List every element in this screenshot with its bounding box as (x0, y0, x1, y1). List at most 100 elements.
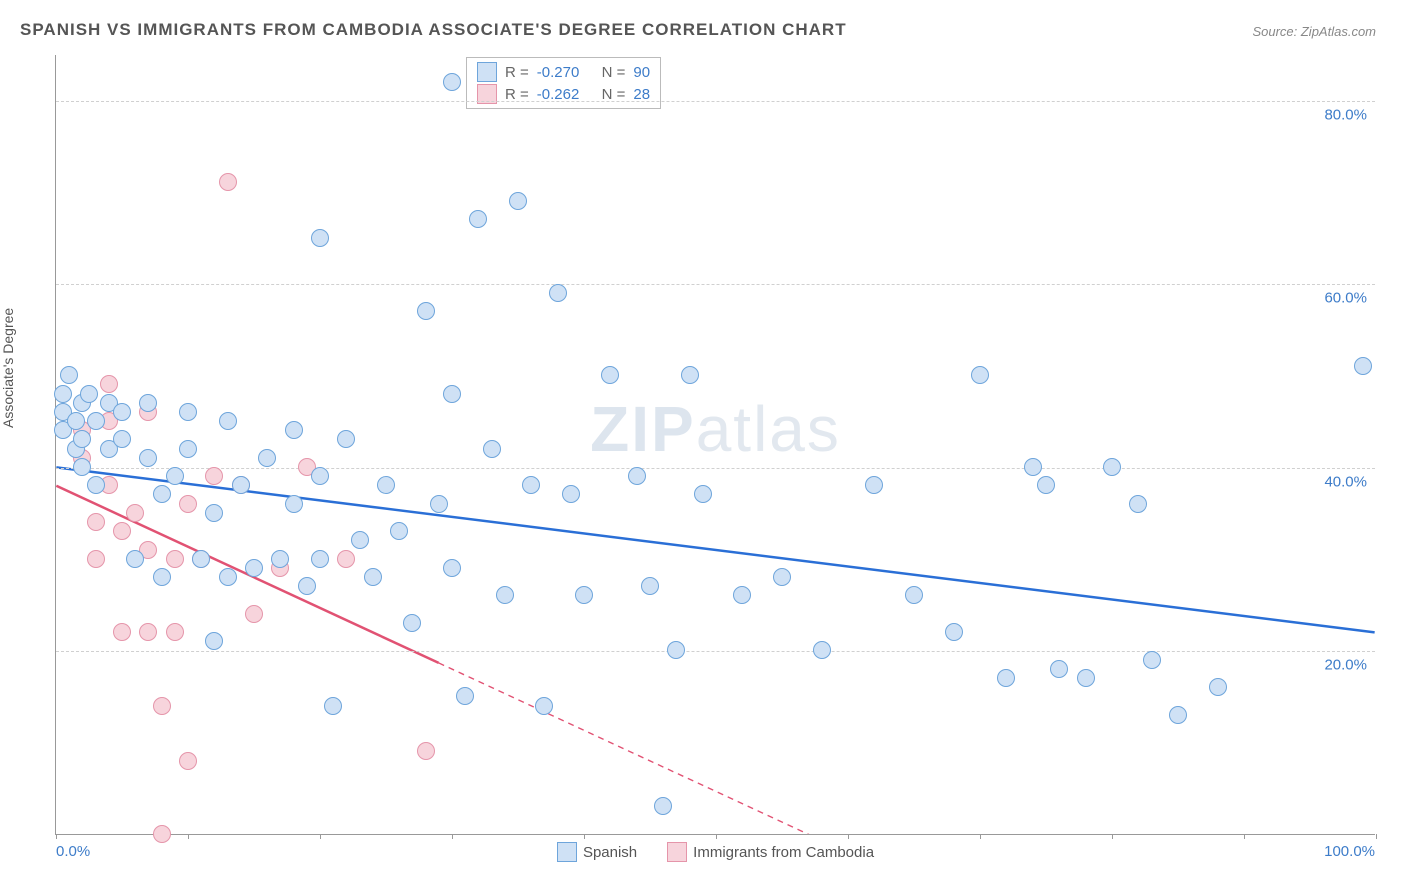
scatter-point (87, 550, 105, 568)
scatter-point (205, 467, 223, 485)
scatter-point (562, 485, 580, 503)
scatter-point (628, 467, 646, 485)
scatter-point (417, 302, 435, 320)
xtick (56, 834, 57, 839)
scatter-point (905, 586, 923, 604)
scatter-point (1077, 669, 1095, 687)
scatter-point (166, 550, 184, 568)
scatter-point (311, 550, 329, 568)
gridline (56, 468, 1375, 469)
scatter-point (100, 375, 118, 393)
ytick-label: 80.0% (1324, 106, 1367, 123)
scatter-point (179, 752, 197, 770)
xtick (1112, 834, 1113, 839)
scatter-point (311, 229, 329, 247)
scatter-point (87, 412, 105, 430)
xtick (1376, 834, 1377, 839)
legend-stat-row: R = -0.270 N = 90 (477, 61, 650, 83)
scatter-point (139, 394, 157, 412)
ytick-label: 60.0% (1324, 290, 1367, 307)
scatter-point (153, 825, 171, 843)
scatter-point (997, 669, 1015, 687)
scatter-point (87, 476, 105, 494)
scatter-point (813, 641, 831, 659)
scatter-point (443, 559, 461, 577)
scatter-point (522, 476, 540, 494)
xtick (1244, 834, 1245, 839)
scatter-point (80, 385, 98, 403)
scatter-point (496, 586, 514, 604)
scatter-point (1024, 458, 1042, 476)
scatter-point (324, 697, 342, 715)
scatter-point (430, 495, 448, 513)
scatter-point (153, 568, 171, 586)
legend-item: Immigrants from Cambodia (667, 842, 874, 862)
scatter-point (469, 210, 487, 228)
scatter-point (575, 586, 593, 604)
scatter-point (509, 192, 527, 210)
scatter-point (456, 687, 474, 705)
scatter-point (773, 568, 791, 586)
scatter-point (271, 550, 289, 568)
source-label: Source: ZipAtlas.com (1252, 24, 1376, 39)
scatter-point (694, 485, 712, 503)
scatter-point (549, 284, 567, 302)
gridline (56, 101, 1375, 102)
xtick-label: 0.0% (56, 843, 90, 860)
scatter-point (298, 577, 316, 595)
scatter-point (733, 586, 751, 604)
scatter-point (113, 430, 131, 448)
scatter-point (113, 623, 131, 641)
watermark: ZIPatlas (590, 392, 841, 466)
scatter-point (54, 385, 72, 403)
scatter-point (364, 568, 382, 586)
scatter-point (641, 577, 659, 595)
xtick (716, 834, 717, 839)
scatter-point (205, 632, 223, 650)
scatter-point (417, 742, 435, 760)
scatter-point (443, 385, 461, 403)
scatter-point (219, 173, 237, 191)
scatter-point (337, 430, 355, 448)
scatter-point (87, 513, 105, 531)
xtick (320, 834, 321, 839)
scatter-point (179, 440, 197, 458)
scatter-point (245, 605, 263, 623)
scatter-point (179, 495, 197, 513)
xtick (980, 834, 981, 839)
scatter-point (232, 476, 250, 494)
scatter-point (1209, 678, 1227, 696)
scatter-point (681, 366, 699, 384)
scatter-point (219, 568, 237, 586)
scatter-point (1143, 651, 1161, 669)
scatter-point (60, 366, 78, 384)
scatter-point (166, 467, 184, 485)
scatter-point (667, 641, 685, 659)
scatter-point (337, 550, 355, 568)
scatter-point (601, 366, 619, 384)
scatter-point (1169, 706, 1187, 724)
scatter-point (113, 403, 131, 421)
scatter-point (285, 495, 303, 513)
scatter-point (311, 467, 329, 485)
ytick-label: 40.0% (1324, 473, 1367, 490)
scatter-point (1037, 476, 1055, 494)
gridline (56, 651, 1375, 652)
legend-swatch (667, 842, 687, 862)
scatter-point (403, 614, 421, 632)
legend-label: Immigrants from Cambodia (693, 844, 874, 861)
xtick (848, 834, 849, 839)
scatter-point (179, 403, 197, 421)
xtick (188, 834, 189, 839)
scatter-point (126, 550, 144, 568)
scatter-point (166, 623, 184, 641)
scatter-point (245, 559, 263, 577)
scatter-point (126, 504, 144, 522)
legend-item: Spanish (557, 842, 637, 862)
legend-swatch (477, 62, 497, 82)
scatter-point (153, 697, 171, 715)
scatter-point (1129, 495, 1147, 513)
xtick (452, 834, 453, 839)
scatter-point (535, 697, 553, 715)
xtick-label: 100.0% (1324, 843, 1375, 860)
